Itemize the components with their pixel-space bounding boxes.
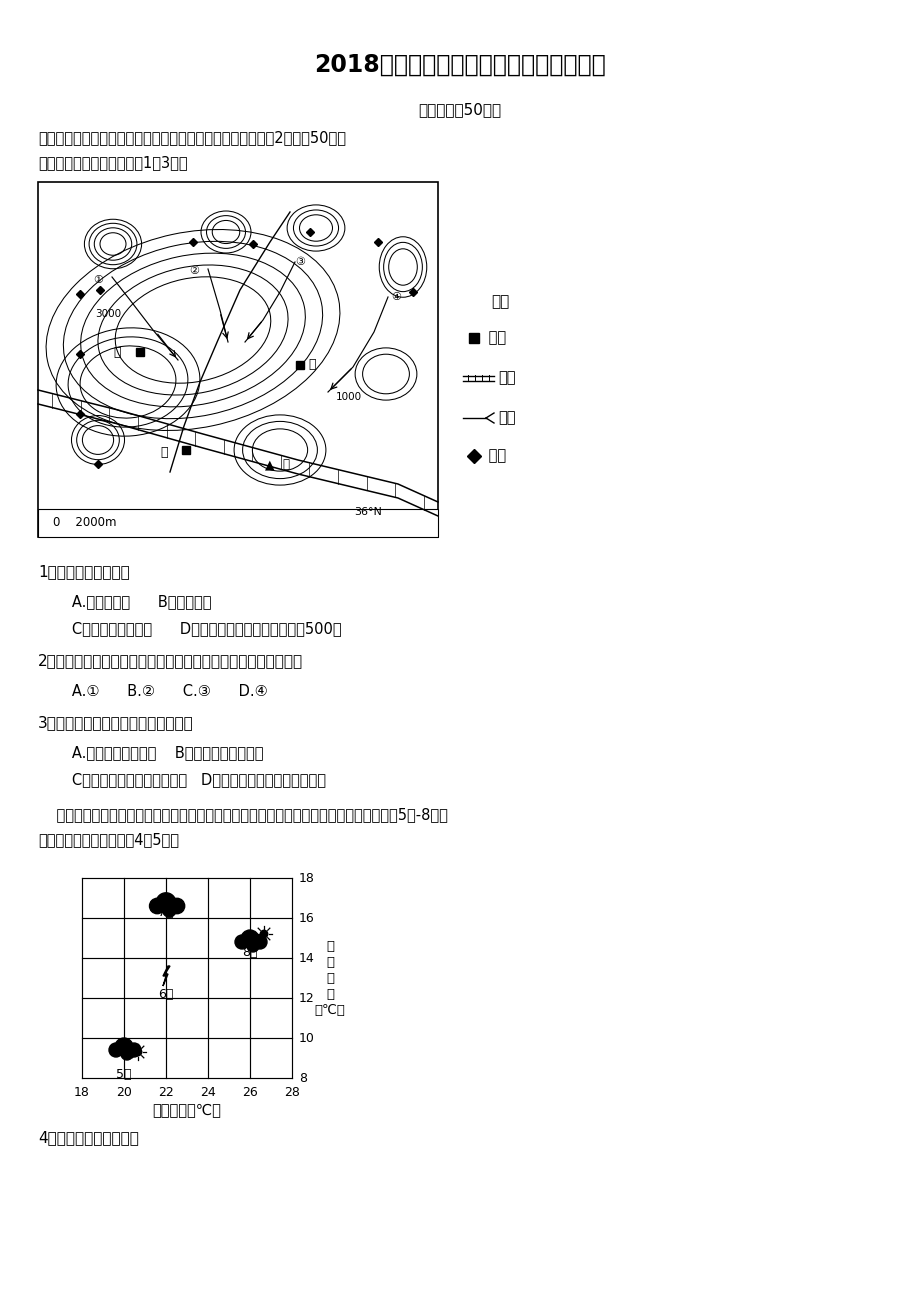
Ellipse shape [121,1048,133,1060]
Text: 10: 10 [299,1031,314,1044]
Ellipse shape [253,935,267,949]
Ellipse shape [246,940,259,952]
Text: 36°N: 36°N [354,506,381,517]
Text: ①: ① [93,275,103,285]
Text: A.甲位于山谷      B．乙为山顶: A.甲位于山谷 B．乙为山顶 [58,595,211,609]
Text: 村庄: 村庄 [483,331,505,345]
Text: 4．当地雷雨天气出现在: 4．当地雷雨天气出现在 [38,1130,139,1146]
Ellipse shape [115,1038,133,1056]
Text: 河流: 河流 [497,410,515,426]
Text: 7日: 7日 [158,905,174,918]
Text: 某学校地理兴趣小组经常开展观察和记录地理事象的活动。下图是该兴趣小组观察的当地5日-8日的: 某学校地理兴趣小组经常开展观察和记录地理事象的活动。下图是该兴趣小组观察的当地5… [38,807,448,823]
Text: 最
低
气
温
（℃）: 最 低 气 温 （℃） [314,940,345,1017]
Text: 8日: 8日 [242,945,257,958]
Text: 3000: 3000 [95,309,121,319]
Polygon shape [163,966,170,986]
Text: 2．图中标出的几条支流中，有一条实际上是不存在的，其序号是: 2．图中标出的几条支流中，有一条实际上是不存在的，其序号是 [38,654,302,668]
Text: 3．关于丙、丁两村的比较，正确的是: 3．关于丙、丁两村的比较，正确的是 [38,716,194,730]
Text: 1000: 1000 [335,392,362,402]
Ellipse shape [149,898,165,914]
Text: 图例: 图例 [491,294,508,310]
Text: 下列各小题的四个选项中，只有一项最符合题目要求。每小题2分，共50分。: 下列各小题的四个选项中，只有一项最符合题目要求。每小题2分，共50分。 [38,130,346,146]
Text: 18: 18 [74,1086,90,1099]
Text: 最高气温（℃）: 最高气温（℃） [153,1103,221,1117]
Text: 16: 16 [299,911,314,924]
Text: 22: 22 [158,1086,174,1099]
Text: C．该地为丘陵地区      D．甲、乙两地间相对高度大于500米: C．该地为丘陵地区 D．甲、乙两地间相对高度大于500米 [58,621,341,637]
Text: C．丁村位于丙村的西南方向   D．两村都不可能发生滑坡灾害: C．丁村位于丙村的西南方向 D．两村都不可能发生滑坡灾害 [58,772,325,788]
Text: 12: 12 [299,992,314,1005]
Ellipse shape [156,893,176,913]
Text: 乙: 乙 [282,458,289,471]
Text: 森林: 森林 [483,448,505,464]
Ellipse shape [260,930,267,937]
Ellipse shape [234,935,249,949]
Text: ④: ④ [391,292,401,302]
Text: 26: 26 [242,1086,257,1099]
Text: 5日: 5日 [116,1068,131,1081]
Text: 28: 28 [284,1086,300,1099]
Text: 0    2000m: 0 2000m [53,517,117,530]
Text: 1．下列判断正确的是: 1．下列判断正确的是 [38,565,130,579]
Bar [38,182,437,536]
Text: 20: 20 [116,1086,131,1099]
Ellipse shape [241,930,259,948]
Text: 天气预报情况。据此完成4～5题。: 天气预报情况。据此完成4～5题。 [38,832,179,848]
Text: 8: 8 [299,1072,307,1085]
Ellipse shape [163,904,176,917]
Text: 2018年山东省聊城市中考地理试题、答案: 2018年山东省聊城市中考地理试题、答案 [313,53,606,77]
Text: ③: ③ [295,256,305,267]
Ellipse shape [134,1048,142,1056]
Ellipse shape [108,1043,123,1057]
Text: 14: 14 [299,952,314,965]
Text: 18: 18 [299,871,314,884]
Bar [38,509,437,536]
Text: 甲: 甲 [113,345,121,358]
Text: ▲: ▲ [265,458,275,471]
Text: A.①      B.②      C.③      D.④: A.① B.② C.③ D.④ [58,684,267,698]
Text: 6日: 6日 [158,987,174,1000]
Text: ②: ② [188,266,199,276]
Text: 公路: 公路 [497,371,515,385]
Ellipse shape [169,898,185,914]
Text: 选择题（共50分）: 选择题（共50分） [418,103,501,117]
Text: 24: 24 [200,1086,216,1099]
Text: 丙: 丙 [308,358,315,371]
Text: 读某地等高线地形图，完成1～3题。: 读某地等高线地形图，完成1～3题。 [38,155,187,171]
Text: A.丙村交通更为便利    B．丙村水源更为丰富: A.丙村交通更为便利 B．丙村水源更为丰富 [58,746,263,760]
Ellipse shape [127,1043,141,1057]
Text: 丁: 丁 [160,445,168,458]
